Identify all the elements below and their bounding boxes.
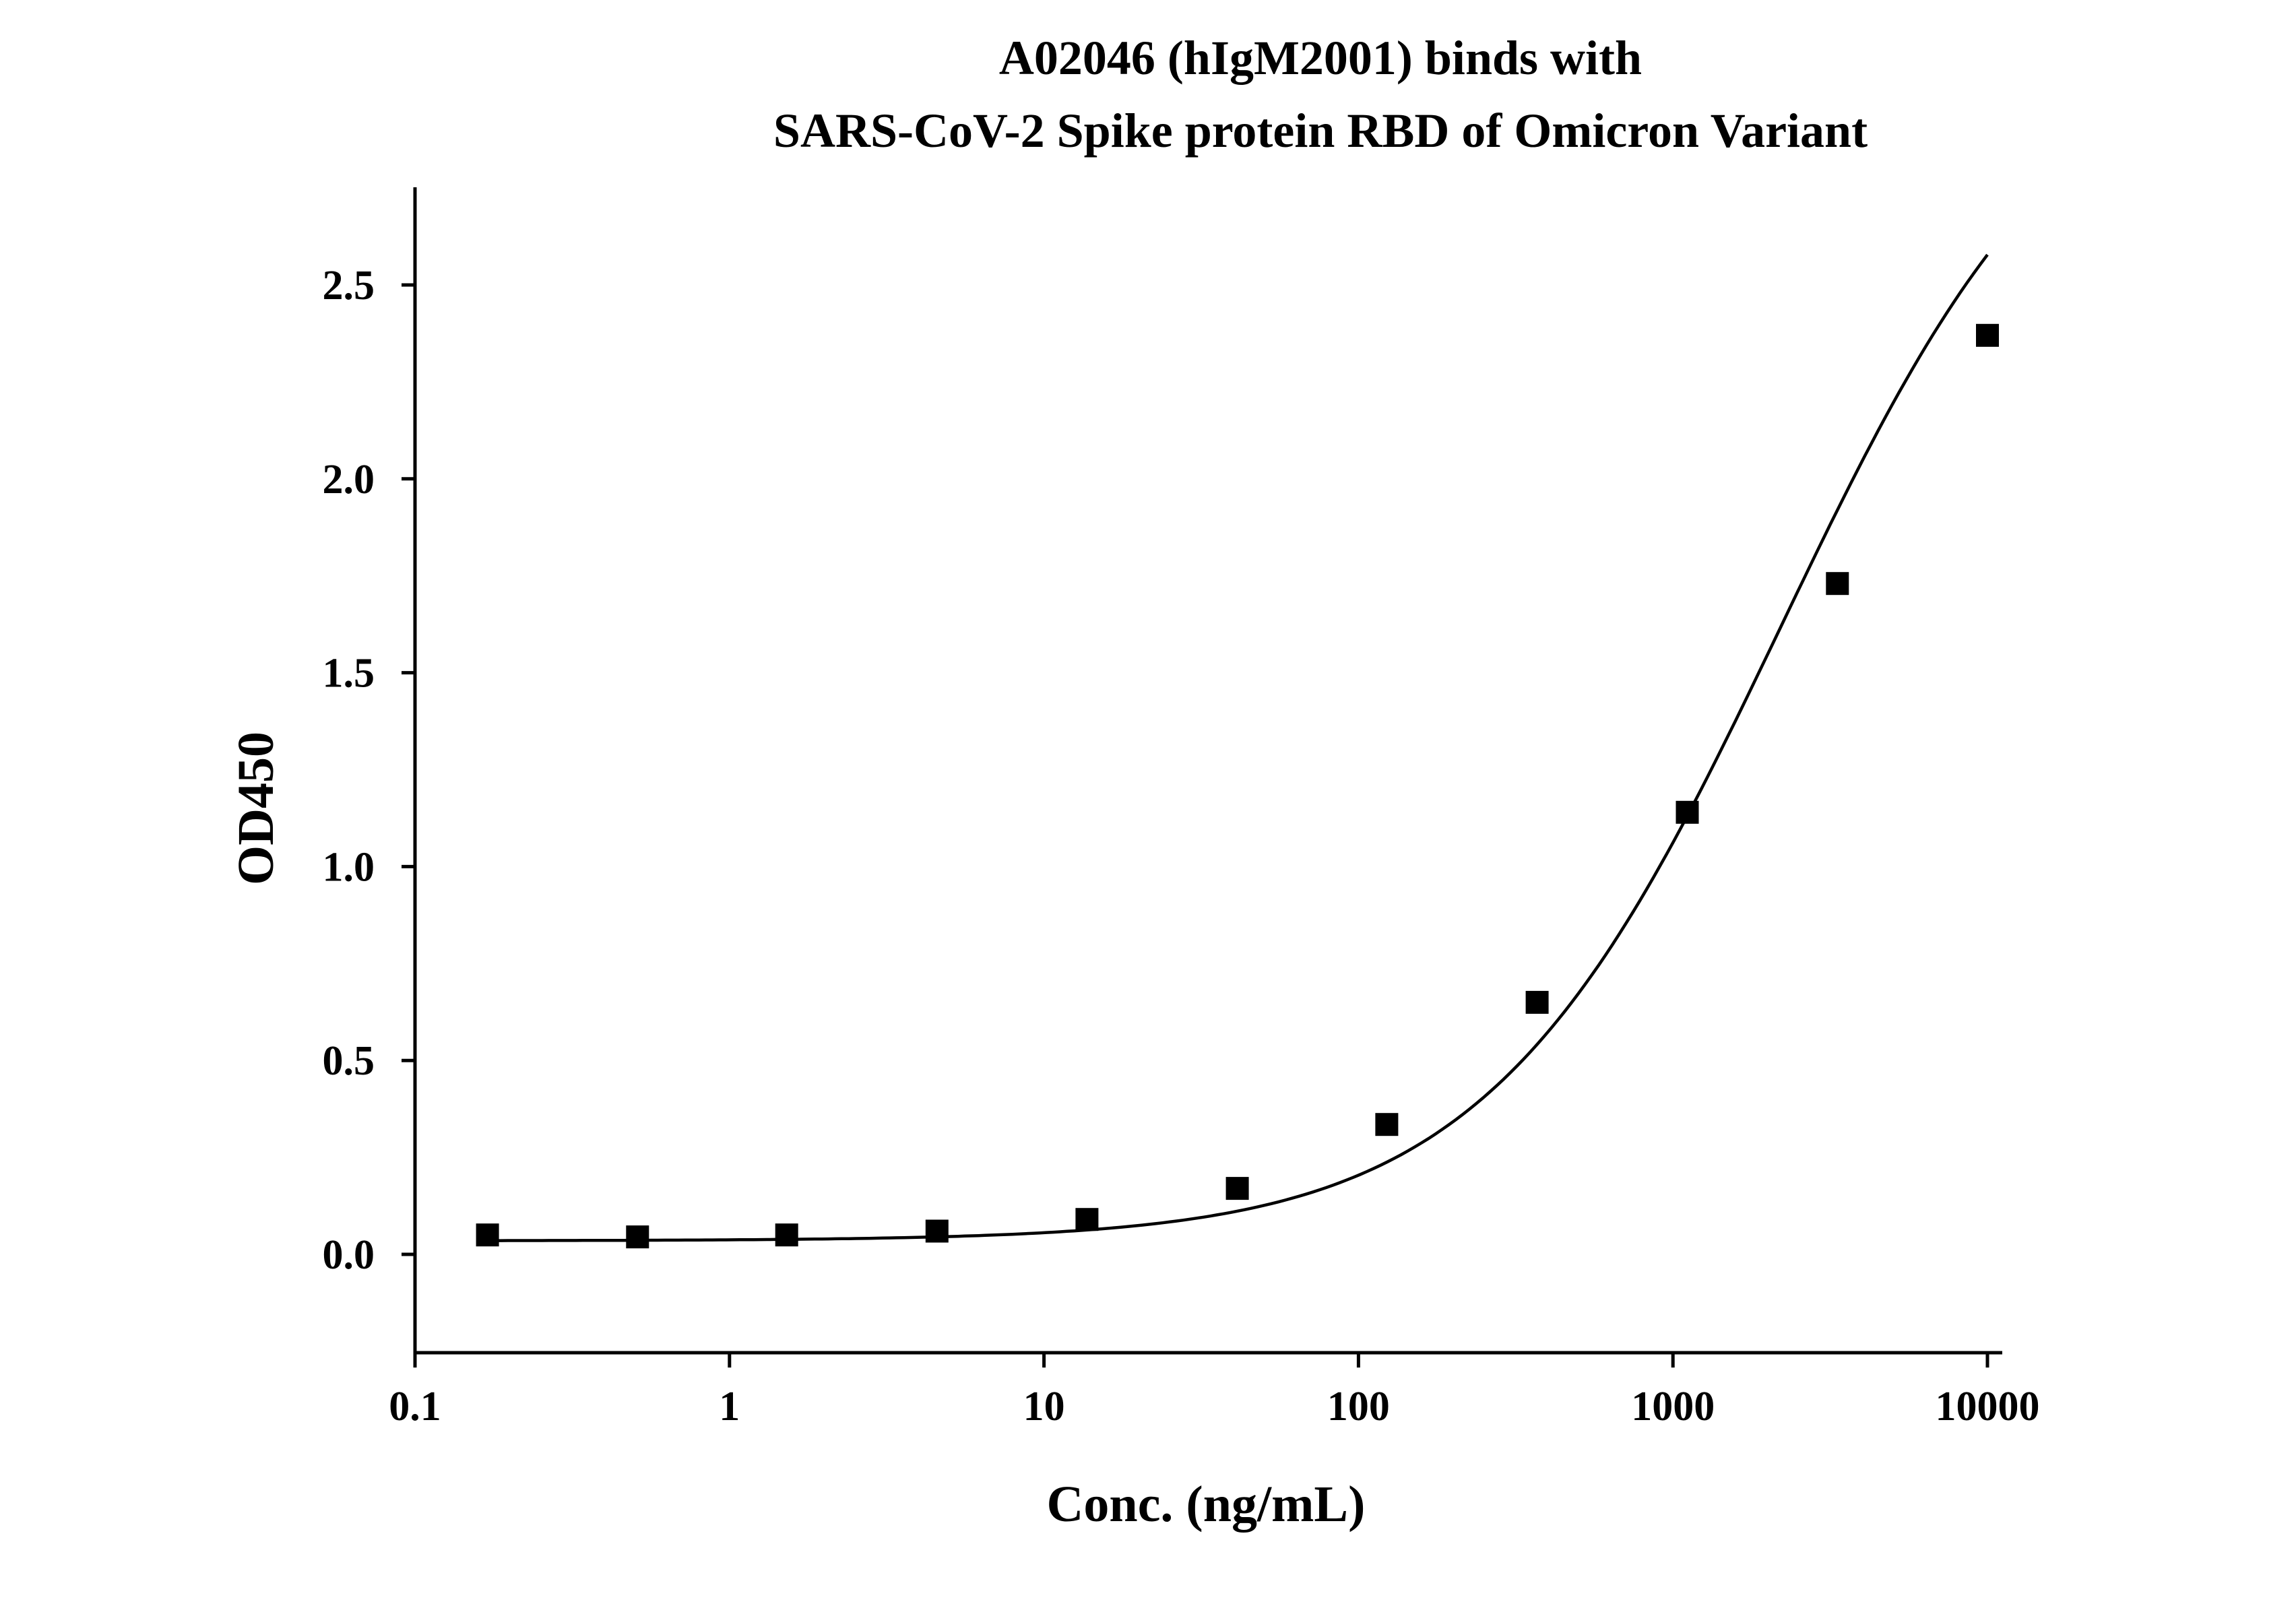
y-axis-ticks: 0.0 0.5 1.0 1.5 2.0 2.5 <box>323 263 415 1278</box>
chart-title-line-2: SARS-CoV-2 Spike protein RBD of Omicron … <box>773 104 1868 158</box>
x-axis-label: Conc. (ng/mL) <box>1047 1476 1366 1533</box>
data-point-marker <box>1826 572 1849 596</box>
y-tick-label: 2.5 <box>323 263 375 309</box>
x-tick-label: 1000 <box>1631 1384 1715 1430</box>
x-tick-label: 1 <box>719 1384 740 1430</box>
y-tick-label: 1.5 <box>323 651 375 697</box>
y-tick-label: 1.0 <box>323 844 375 890</box>
y-tick-label: 2.0 <box>323 457 375 503</box>
y-tick-label: 0.5 <box>323 1038 375 1084</box>
y-tick-label: 0.0 <box>323 1232 375 1278</box>
data-point-marker <box>476 1223 499 1247</box>
x-axis-ticks: 0.1 1 10 100 1000 10000 <box>389 1353 2040 1430</box>
data-point-marker <box>1375 1113 1399 1136</box>
fit-curve-line <box>487 253 1989 1242</box>
x-tick-label: 10 <box>1023 1384 1065 1430</box>
x-tick-label: 100 <box>1327 1384 1390 1430</box>
chart-title-line-1: A02046 (hIgM2001) binds with <box>999 31 1642 85</box>
data-points <box>476 323 1999 1249</box>
y-axis-label: OD450 <box>228 732 284 885</box>
data-point-marker <box>1225 1177 1249 1200</box>
data-point-marker <box>1525 990 1549 1014</box>
x-tick-label: 0.1 <box>389 1384 441 1430</box>
x-tick-label: 10000 <box>1936 1384 2040 1430</box>
data-point-marker <box>1976 323 1999 347</box>
data-point-marker <box>925 1219 949 1243</box>
data-point-marker <box>775 1223 798 1247</box>
data-point-marker <box>1676 800 1699 824</box>
data-point-marker <box>626 1225 649 1249</box>
data-point-marker <box>1075 1208 1099 1231</box>
